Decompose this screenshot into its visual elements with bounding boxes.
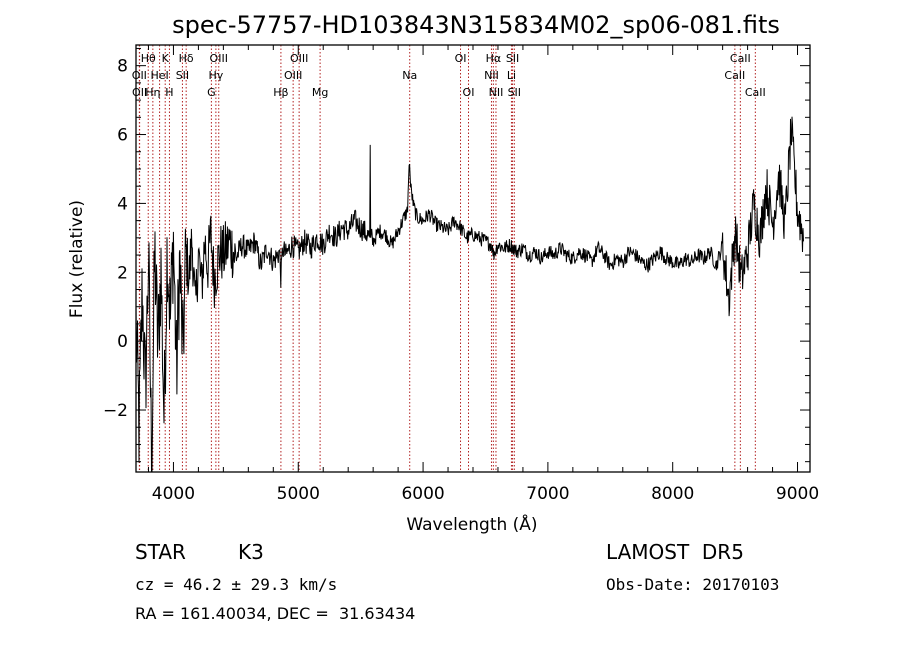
line-label: CaII — [745, 86, 766, 99]
line-label: SII — [508, 86, 521, 99]
survey-release: LAMOST DR5 — [606, 540, 744, 564]
line-label: SII — [506, 52, 519, 65]
line-label: K — [162, 52, 170, 65]
line-label: H — [165, 86, 173, 99]
line-label: NII — [484, 69, 499, 82]
line-label: Hβ — [273, 86, 288, 99]
line-label: G — [207, 86, 216, 99]
x-tick-label: 7000 — [526, 484, 569, 504]
line-label: Hδ — [179, 52, 194, 65]
line-label: Hα — [486, 52, 502, 65]
line-label: Hγ — [208, 69, 223, 82]
x-tick-label: 4000 — [152, 484, 195, 504]
line-label: OIII — [210, 52, 228, 65]
line-label: OI — [455, 52, 467, 65]
chart-title: spec-57757-HD103843N315834M02_sp06-081.f… — [172, 11, 780, 39]
x-axis-label: Wavelength (Å) — [406, 513, 537, 535]
spectrum-line — [135, 116, 804, 473]
line-label: Mg — [312, 86, 328, 99]
x-tick-label: 9000 — [776, 484, 819, 504]
y-tick-label: 6 — [117, 126, 128, 146]
axis-ticks — [136, 45, 810, 472]
line-label: Hθ — [141, 52, 156, 65]
y-tick-label: 4 — [117, 194, 128, 214]
spectrum-series — [135, 116, 804, 473]
x-tick-label: 5000 — [277, 484, 320, 504]
line-label: Hη — [145, 86, 160, 99]
y-tick-label: −2 — [103, 401, 128, 421]
y-tick-label: 8 — [117, 57, 128, 77]
line-label: Li — [507, 69, 516, 82]
line-label: Na — [402, 69, 417, 82]
y-tick-label: 2 — [117, 263, 128, 283]
y-tick-label: 0 — [117, 332, 128, 352]
line-label: NII — [489, 86, 504, 99]
line-label: SII — [176, 69, 189, 82]
line-label: OI — [463, 86, 475, 99]
x-tick-labels: 4000 5000 6000 7000 8000 9000 — [152, 484, 819, 504]
line-label: HeI — [150, 69, 168, 82]
redshift-readout: cz = 46.2 ± 29.3 km/s — [135, 575, 338, 594]
line-label: OII — [132, 86, 147, 99]
line-label: OIII — [284, 69, 302, 82]
y-axis-label: Flux (relative) — [67, 200, 87, 318]
coordinates-readout: RA = 161.40034, DEC = 31.63434 — [135, 604, 416, 623]
line-label: CaII — [730, 52, 751, 65]
x-tick-label: 6000 — [401, 484, 444, 504]
line-label: CaII — [724, 69, 745, 82]
y-tick-labels: −2 0 2 4 6 8 — [103, 57, 128, 421]
spectral-subclass: K3 — [238, 540, 264, 564]
object-type: STAR — [135, 540, 186, 564]
x-tick-label: 8000 — [651, 484, 694, 504]
line-label: OII — [132, 69, 147, 82]
observation-date: Obs-Date: 20170103 — [606, 575, 780, 594]
line-label: OIII — [290, 52, 308, 65]
line-markers — [138, 45, 756, 472]
